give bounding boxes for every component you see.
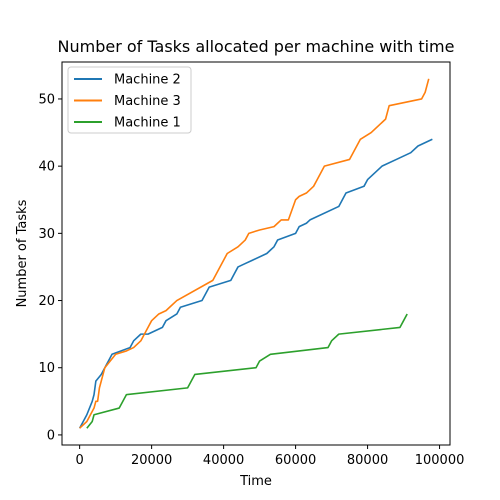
x-tick-label: 0 xyxy=(75,453,83,468)
series-line-machine-1 xyxy=(86,313,408,429)
plot-frame xyxy=(61,61,451,446)
x-tick-label: 60000 xyxy=(275,453,316,468)
plot-series-group xyxy=(78,78,433,429)
x-tick-label: 100000 xyxy=(415,453,465,468)
y-axis-label: Number of Tasks xyxy=(15,199,30,307)
x-tick-label: 20000 xyxy=(131,453,172,468)
y-tick-label: 50 xyxy=(38,92,55,107)
chart-title: Number of Tasks allocated per machine wi… xyxy=(58,37,455,56)
x-axis-ticks: 0 20000 40000 60000 80000 100000 xyxy=(75,445,464,468)
legend-label-machine-3: Machine 3 xyxy=(114,94,181,109)
y-tick-label: 0 xyxy=(47,428,55,443)
y-tick-label: 10 xyxy=(38,361,55,376)
legend-label-machine-1: Machine 1 xyxy=(114,116,181,131)
series-line-machine-2 xyxy=(78,138,433,429)
legend: Machine 2 Machine 3 Machine 1 xyxy=(67,66,192,134)
x-tick-label: 80000 xyxy=(347,453,388,468)
legend-label-machine-2: Machine 2 xyxy=(114,73,181,88)
series-line-machine-3 xyxy=(79,78,430,429)
x-axis-label: Time xyxy=(239,474,272,489)
x-tick-label: 40000 xyxy=(203,453,244,468)
y-tick-label: 20 xyxy=(38,294,55,309)
legend-box xyxy=(67,66,192,134)
y-tick-label: 40 xyxy=(38,160,55,175)
y-tick-label: 30 xyxy=(38,227,55,242)
y-axis-ticks: 0 10 20 30 40 50 xyxy=(38,92,62,443)
